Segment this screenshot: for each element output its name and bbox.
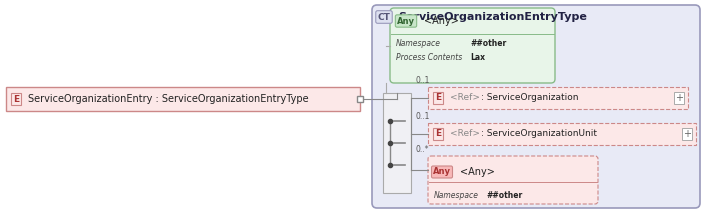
- Bar: [6, 87, 360, 111]
- Bar: [383, 93, 411, 193]
- Text: Process Contents: Process Contents: [396, 52, 462, 62]
- Text: 0..1: 0..1: [415, 76, 429, 85]
- Text: CT: CT: [377, 13, 390, 22]
- Text: ##other: ##other: [470, 39, 506, 49]
- Text: 0..1: 0..1: [415, 112, 429, 121]
- Text: ServiceOrganizationEntry : ServiceOrganizationEntryType: ServiceOrganizationEntry : ServiceOrgani…: [28, 94, 309, 104]
- FancyBboxPatch shape: [372, 5, 700, 208]
- Text: : ServiceOrganization: : ServiceOrganization: [481, 94, 578, 102]
- Text: ##other: ##other: [486, 190, 523, 200]
- Text: +: +: [683, 129, 691, 139]
- Text: <Ref>: <Ref>: [450, 130, 480, 138]
- Text: 0..*: 0..*: [415, 145, 428, 154]
- Text: E: E: [435, 94, 441, 102]
- Text: +: +: [675, 93, 683, 103]
- Text: <Ref>: <Ref>: [450, 94, 480, 102]
- Text: Any: Any: [433, 167, 451, 177]
- Text: <Any>: <Any>: [424, 16, 459, 26]
- Bar: [428, 123, 696, 145]
- Text: E: E: [435, 130, 441, 138]
- Text: E: E: [13, 95, 19, 104]
- FancyBboxPatch shape: [390, 8, 555, 83]
- Text: Any: Any: [397, 16, 415, 26]
- Text: Namespace: Namespace: [434, 190, 479, 200]
- Text: : ServiceOrganizationUnit: : ServiceOrganizationUnit: [481, 130, 597, 138]
- FancyBboxPatch shape: [428, 156, 598, 204]
- Text: <Any>: <Any>: [460, 167, 495, 177]
- Bar: [428, 87, 688, 109]
- Text: Namespace: Namespace: [396, 39, 441, 49]
- Text: ServiceOrganizationEntryType: ServiceOrganizationEntryType: [398, 12, 587, 22]
- Text: Lax: Lax: [470, 52, 485, 62]
